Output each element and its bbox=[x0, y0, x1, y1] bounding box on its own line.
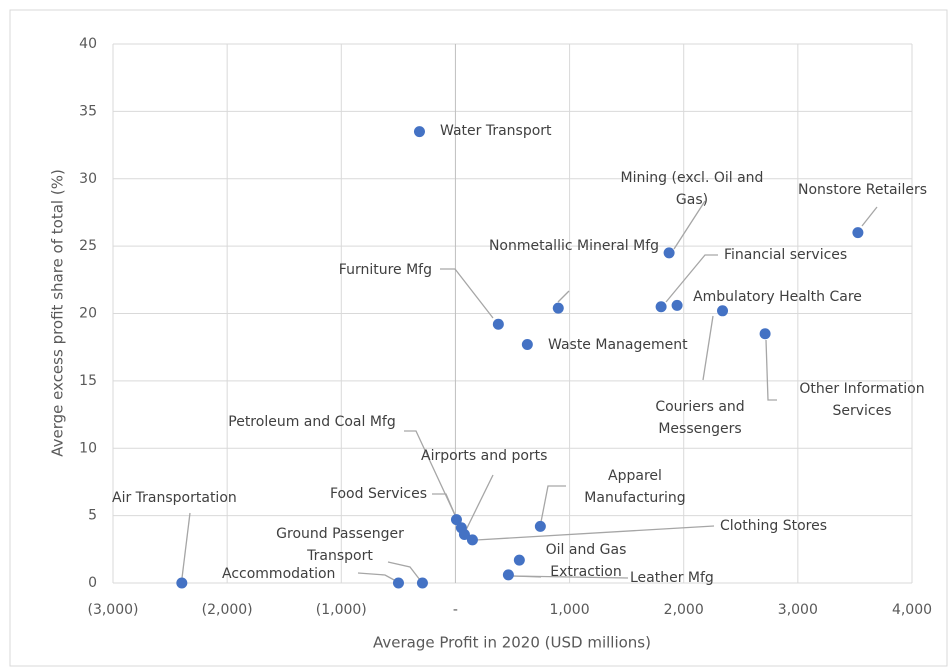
y-tick-label: 0 bbox=[88, 575, 97, 591]
data-point bbox=[663, 247, 675, 259]
x-tick-label: (3,000) bbox=[87, 602, 138, 618]
x-tick-label: (2,000) bbox=[202, 602, 253, 618]
data-point bbox=[450, 514, 462, 526]
data-point bbox=[513, 554, 525, 566]
y-tick-label: 35 bbox=[79, 103, 97, 119]
x-axis-title: Average Profit in 2020 (USD millions) bbox=[373, 634, 651, 652]
data-point bbox=[852, 227, 864, 239]
point-label: Nonstore Retailers bbox=[798, 182, 927, 198]
x-tick-label: 1,000 bbox=[550, 602, 590, 618]
chart-border bbox=[9, 9, 948, 667]
y-tick-label: 30 bbox=[79, 171, 97, 187]
leader-line bbox=[181, 512, 191, 579]
leader-line bbox=[404, 430, 456, 516]
point-label: Petroleum and Coal Mfg bbox=[228, 414, 396, 430]
point-label: Nonmetallic Mineral Mfg bbox=[488, 238, 660, 254]
point-label: Apparel Manufacturing bbox=[584, 468, 686, 506]
leader-line bbox=[432, 493, 459, 523]
data-point bbox=[466, 534, 478, 546]
point-label: Clothing Stores bbox=[720, 518, 827, 534]
point-label: Ambulatory Health Care bbox=[693, 289, 862, 305]
leader-line bbox=[665, 254, 718, 303]
point-label: Waste Management bbox=[548, 337, 688, 353]
leader-line bbox=[765, 339, 777, 401]
y-tick-label: 5 bbox=[88, 508, 97, 524]
data-point bbox=[717, 305, 729, 317]
point-label: Ground Passenger Transport bbox=[276, 526, 404, 564]
x-tick-label: - bbox=[453, 602, 458, 618]
point-label: Air Transportation bbox=[112, 490, 237, 506]
leader-line bbox=[512, 575, 542, 578]
point-label: Accommodation bbox=[222, 566, 336, 582]
data-point bbox=[413, 126, 425, 138]
data-point bbox=[176, 577, 188, 589]
leader-line bbox=[357, 572, 397, 582]
x-tick-label: 2,000 bbox=[664, 602, 704, 618]
leader-line bbox=[475, 525, 715, 541]
data-point bbox=[392, 577, 404, 589]
y-tick-label: 10 bbox=[79, 440, 97, 456]
x-tick-label: 3,000 bbox=[778, 602, 818, 618]
data-point bbox=[521, 338, 533, 350]
data-point bbox=[416, 577, 428, 589]
data-point bbox=[534, 520, 546, 532]
leader-line bbox=[440, 268, 494, 319]
leader-line bbox=[557, 290, 570, 303]
leader-line bbox=[540, 485, 566, 523]
x-tick-label: (1,000) bbox=[316, 602, 367, 618]
y-tick-label: 25 bbox=[79, 238, 97, 254]
point-label: Financial services bbox=[724, 247, 848, 263]
data-point bbox=[492, 318, 504, 330]
data-point bbox=[458, 528, 470, 540]
data-point bbox=[655, 301, 667, 313]
data-point bbox=[502, 569, 514, 581]
leader-line bbox=[673, 200, 706, 250]
data-point bbox=[552, 302, 564, 314]
leader-line bbox=[387, 561, 421, 581]
leader-line bbox=[702, 315, 714, 381]
point-label: Water Transport bbox=[440, 123, 552, 139]
data-point bbox=[759, 328, 771, 340]
point-label: Leather Mfg bbox=[630, 570, 714, 586]
y-tick-label: 40 bbox=[79, 36, 97, 52]
point-label: Other Information Services bbox=[799, 381, 925, 419]
point-label: Mining (excl. Oil and Gas) bbox=[620, 170, 764, 208]
leader-line bbox=[861, 206, 878, 227]
y-axis-title: Averge excess profit share of total (%) bbox=[49, 169, 67, 457]
point-label: Couriers and Messengers bbox=[655, 399, 745, 437]
y-tick-label: 15 bbox=[79, 373, 97, 389]
leader-line bbox=[465, 474, 494, 531]
point-label: Oil and Gas Extraction bbox=[545, 542, 627, 580]
point-label: Furniture Mfg bbox=[338, 262, 432, 278]
data-point bbox=[671, 299, 683, 311]
point-label: Food Services bbox=[329, 486, 427, 502]
x-tick-label: 4,000 bbox=[892, 602, 932, 618]
point-label: Airports and ports bbox=[421, 448, 548, 464]
y-tick-label: 20 bbox=[79, 306, 97, 322]
